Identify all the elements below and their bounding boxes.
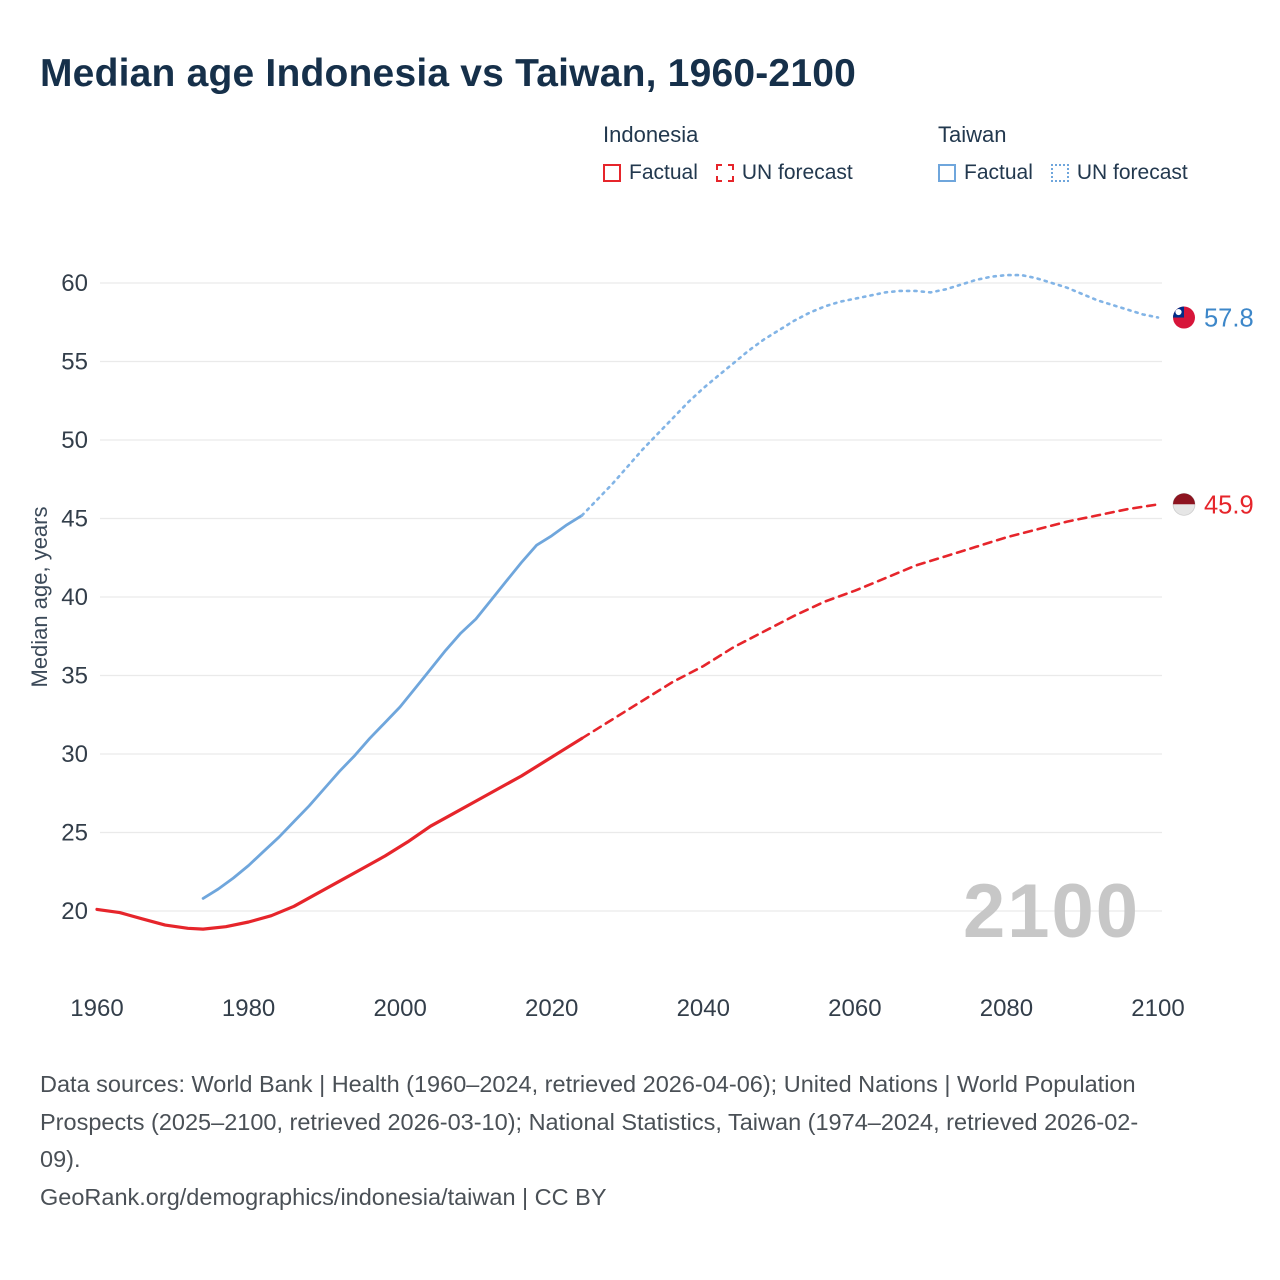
series-line-taiwan-factual [201, 514, 584, 900]
x-tick-label: 2080 [980, 995, 1033, 1022]
series-line-indonesia-un-forecast [580, 503, 1160, 740]
y-tick-label: 20 [61, 898, 88, 925]
x-tick-label: 2020 [525, 995, 578, 1022]
legend-items-row: Factual UN forecast [603, 161, 853, 185]
legend-group-taiwan: Taiwan Factual UN forecast [938, 122, 1188, 185]
end-marker-taiwan [1173, 306, 1195, 329]
y-tick-label: 25 [61, 820, 88, 847]
legend-item-indonesia-factual[interactable]: Factual [603, 161, 698, 185]
legend-group-title: Indonesia [603, 122, 699, 147]
series-line-indonesia-factual [95, 736, 584, 931]
y-tick-label: 55 [61, 349, 88, 376]
y-tick-label: 50 [61, 427, 88, 454]
legend-swatch-icon [715, 164, 734, 182]
x-tick-label: 2100 [1131, 995, 1184, 1022]
legend-item-indonesia-un-forecast[interactable]: UN forecast [715, 161, 853, 185]
end-value-label: 45.9 [1204, 491, 1254, 519]
legend-item-taiwan-factual[interactable]: Factual [938, 161, 1033, 185]
x-tick-label: 2000 [373, 995, 426, 1022]
legend-item-taiwan-un-forecast[interactable]: UN forecast [1050, 161, 1188, 185]
y-tick-label: 40 [61, 584, 88, 611]
footer: Data sources: World Bank | Health (1960–… [40, 1066, 1168, 1216]
legend-item-label: UN forecast [741, 161, 853, 184]
y-tick-label: 60 [61, 270, 88, 297]
legend-swatch-icon [938, 164, 956, 182]
y-axis-label: Median age, years [27, 507, 52, 688]
end-value-label: 57.8 [1204, 305, 1254, 333]
x-tick-label: 1960 [70, 995, 123, 1022]
x-tick-label: 2040 [677, 995, 730, 1022]
y-tick-label: 45 [61, 506, 88, 533]
legend-group-title: Taiwan [938, 122, 1007, 147]
legend-swatch-icon [603, 164, 621, 182]
page-title: Median age Indonesia vs Taiwan, 1960-210… [40, 52, 856, 95]
x-tick-label: 1980 [222, 995, 275, 1022]
y-tick-label: 35 [61, 663, 88, 690]
data-sources-text: Data sources: World Bank | Health (1960–… [40, 1071, 1139, 1173]
watermark-year: 2100 [963, 869, 1141, 954]
x-tick-label: 2060 [828, 995, 881, 1022]
legend-item-label: UN forecast [1076, 161, 1188, 184]
indonesia-flag-icon [1173, 493, 1195, 505]
series-line-taiwan-un-forecast [580, 273, 1160, 517]
legend-item-label: Factual [629, 161, 698, 184]
legend-items-row: Factual UN forecast [938, 161, 1188, 185]
end-marker-indonesia [1172, 492, 1196, 516]
attribution-text: GeoRank.org/demographics/indonesia/taiwa… [40, 1183, 607, 1210]
legend-item-label: Factual [964, 161, 1033, 184]
legend-group-indonesia: Indonesia Factual UN forecast [603, 122, 853, 185]
legend-swatch-icon [1050, 164, 1069, 182]
y-tick-label: 30 [61, 741, 88, 768]
